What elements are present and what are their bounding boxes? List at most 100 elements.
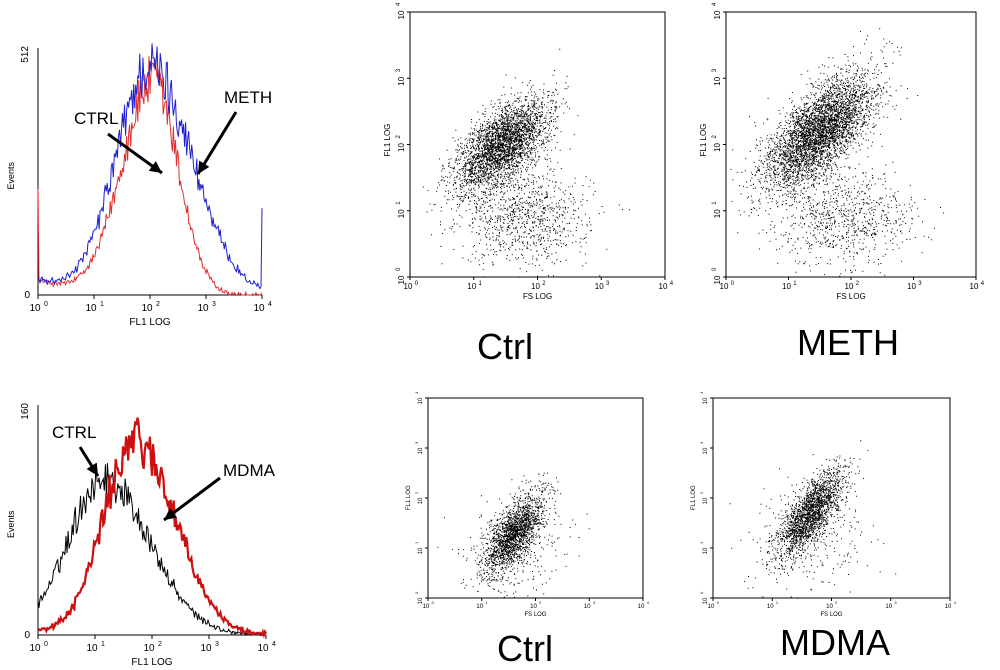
y-tick-exponent: 0 — [396, 267, 402, 271]
x-tick-label: 10 — [638, 604, 645, 610]
x-tick-exponent: 2 — [542, 281, 546, 287]
x-tick-label: 10 — [782, 282, 791, 291]
y-tick-exponent: 3 — [712, 68, 718, 72]
x-tick-label: 10 — [907, 282, 916, 291]
x-tick-label: 10 — [530, 604, 537, 610]
y-tick-label: 10 — [418, 547, 424, 554]
x-tick-label: 10 — [708, 604, 715, 610]
y-min-label: 0 — [24, 290, 30, 301]
y-tick-label: 10 — [418, 447, 424, 454]
x-tick-exponent: 2 — [835, 600, 838, 605]
arrow-ctrl — [107, 132, 163, 175]
scatter-ctrl-bottom-caption: Ctrl — [497, 628, 553, 669]
x-axis-label: FL1 LOG — [131, 657, 172, 668]
x-tick-label: 10 — [86, 643, 98, 654]
scatter-mdma-caption: MDMA — [780, 622, 890, 663]
x-tick-label: 10 — [945, 604, 952, 610]
y-axis-label: FL1 LOG — [406, 485, 412, 510]
x-tick-label: 10 — [845, 282, 854, 291]
x-tick-exponent: 0 — [432, 600, 435, 605]
annotation-ctrl: CTRL — [52, 423, 96, 442]
y-max-label: 160 — [20, 403, 31, 420]
x-tick-label: 10 — [423, 604, 430, 610]
y-tick-label: 10 — [397, 76, 406, 85]
x-tick-label: 10 — [257, 643, 269, 654]
y-tick-exponent: 1 — [712, 201, 718, 205]
y-tick-label: 10 — [713, 10, 722, 19]
annotation-mdma: MDMA — [223, 461, 276, 480]
y-axis-label: FL1 LOG — [699, 124, 708, 157]
series-ctrl-line — [37, 463, 266, 637]
y-tick-label: 10 — [703, 597, 709, 604]
x-tick-label: 10 — [970, 282, 979, 291]
annotation-meth: METH — [224, 88, 272, 107]
y-tick-exponent: 3 — [396, 68, 402, 72]
y-axis-label: FL1 LOG — [383, 124, 392, 157]
y-tick-exponent: 2 — [699, 491, 704, 494]
y-tick-exponent: 1 — [414, 541, 419, 544]
x-tick-label: 10 — [404, 282, 413, 291]
y-tick-label: 10 — [397, 143, 406, 152]
x-axis-label: FL1 LOG — [129, 317, 170, 328]
x-tick-exponent: 3 — [606, 281, 610, 287]
y-tick-label: 10 — [418, 397, 424, 404]
arrow-meth — [196, 111, 238, 175]
x-tick-exponent: 1 — [485, 600, 488, 605]
scatter-points — [730, 28, 945, 277]
y-tick-label: 10 — [713, 209, 722, 218]
y-tick-label: 10 — [397, 10, 406, 19]
x-tick-label: 10 — [476, 604, 483, 610]
x-axis-label: FS LOG — [836, 292, 865, 301]
x-tick-exponent: 4 — [981, 281, 985, 287]
arrow-ctrl — [78, 446, 100, 477]
scatter-points — [437, 472, 590, 598]
y-tick-exponent: 3 — [699, 441, 704, 444]
x-tick-label: 10 — [531, 282, 540, 291]
x-tick-label: 10 — [143, 643, 155, 654]
x-tick-exponent: 2 — [539, 600, 542, 605]
x-tick-exponent: 3 — [918, 281, 922, 287]
x-tick-exponent: 3 — [593, 600, 596, 605]
x-axis-label: FS LOG — [820, 612, 842, 618]
x-tick-exponent: 2 — [158, 641, 162, 648]
x-tick-label: 10 — [85, 303, 97, 314]
y-tick-label: 10 — [703, 447, 709, 454]
scatter-meth-caption: METH — [797, 322, 899, 363]
y-tick-exponent: 0 — [712, 267, 718, 271]
x-tick-exponent: 1 — [101, 641, 105, 648]
y-tick-label: 10 — [703, 547, 709, 554]
x-axis-label: FS LOG — [524, 612, 546, 618]
x-tick-exponent: 3 — [894, 600, 897, 605]
y-tick-exponent: 2 — [414, 491, 419, 494]
y-max-label: 512 — [20, 46, 31, 63]
x-tick-exponent: 0 — [44, 641, 48, 648]
x-tick-label: 10 — [29, 643, 41, 654]
scatter-points — [729, 440, 897, 599]
y-tick-label: 10 — [713, 275, 722, 284]
x-tick-label: 10 — [767, 604, 774, 610]
x-tick-exponent: 4 — [272, 641, 276, 648]
x-tick-label: 10 — [197, 303, 209, 314]
x-tick-label: 10 — [29, 303, 41, 314]
y-tick-label: 10 — [713, 143, 722, 152]
x-tick-label: 10 — [885, 604, 892, 610]
y-tick-label: 10 — [713, 76, 722, 85]
y-tick-label: 10 — [418, 497, 424, 504]
x-tick-exponent: 4 — [670, 281, 674, 287]
x-tick-exponent: 4 — [647, 600, 650, 605]
y-tick-exponent: 4 — [396, 2, 402, 6]
y-tick-label: 10 — [397, 209, 406, 218]
x-tick-label: 10 — [141, 303, 153, 314]
scatter-ctrl-top-caption: Ctrl — [477, 326, 533, 367]
y-tick-label: 10 — [397, 275, 406, 284]
y-tick-exponent: 2 — [712, 135, 718, 139]
x-tick-exponent: 4 — [954, 600, 957, 605]
x-tick-exponent: 1 — [479, 281, 483, 287]
y-tick-exponent: 4 — [712, 2, 718, 6]
